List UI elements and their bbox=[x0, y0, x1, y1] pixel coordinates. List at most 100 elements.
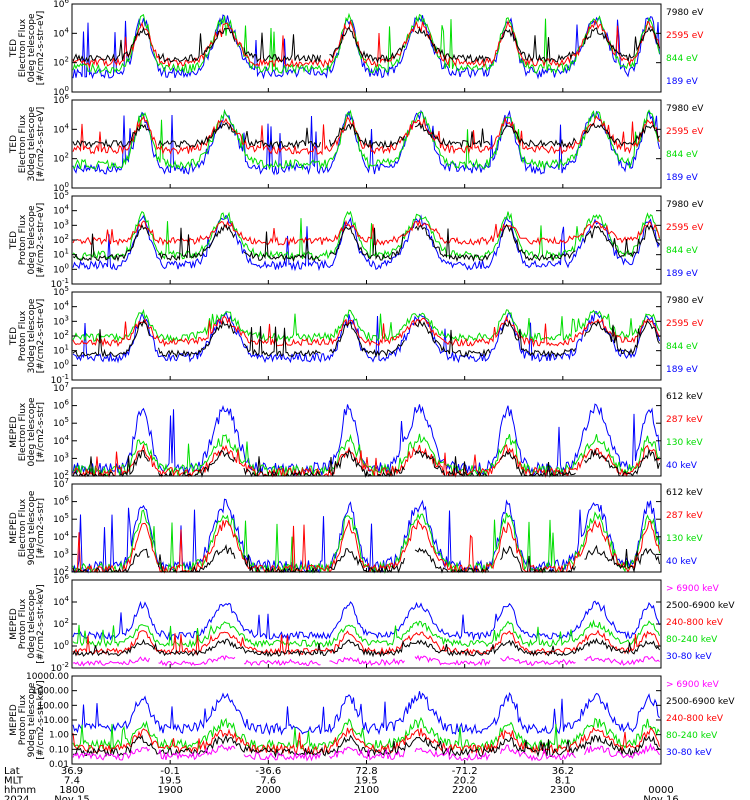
trace-189-ev bbox=[72, 310, 660, 364]
y-tick-label: 104 bbox=[53, 434, 69, 447]
legend-entry: 7980 eV bbox=[666, 104, 704, 114]
y-tick-label: 104 bbox=[53, 530, 69, 543]
y-axis-label: 30deg telescope bbox=[27, 106, 37, 181]
y-axis-label: MEPED bbox=[9, 608, 19, 640]
time-axis-value: 8.1 bbox=[555, 776, 571, 787]
y-tick-label: 10.00 bbox=[43, 716, 69, 726]
y-axis-label: Proton Flux bbox=[18, 310, 28, 361]
trace-2595-ev bbox=[72, 314, 660, 348]
y-tick-label: 103 bbox=[53, 218, 69, 231]
y-axis-label: 0deg telescope bbox=[27, 589, 37, 659]
legend-entry: 240-800 keV bbox=[666, 618, 724, 628]
time-axis-value: 36.9 bbox=[61, 766, 83, 777]
trace--6900-kev bbox=[72, 742, 660, 762]
y-axis-label: TED bbox=[9, 135, 19, 154]
y-tick-label: 103 bbox=[53, 547, 69, 560]
y-tick-label: 105 bbox=[53, 512, 69, 525]
y-axis-label: TED bbox=[9, 231, 19, 250]
y-tick-label: 101 bbox=[53, 344, 69, 357]
y-axis-label: Electron Flux bbox=[18, 402, 28, 461]
legend-entry: 130 keV bbox=[666, 438, 703, 448]
legend-entry: 189 eV bbox=[666, 77, 699, 87]
y-axis-label: MEPED bbox=[9, 416, 19, 448]
y-tick-label: 104 bbox=[53, 26, 69, 39]
legend-entry: 30-80 keV bbox=[666, 652, 712, 662]
y-axis-label: [#/cm2-s-str-eV] bbox=[36, 107, 46, 182]
time-axis-row-label: 2024 bbox=[4, 795, 29, 800]
legend-entry: 130 keV bbox=[666, 534, 703, 544]
y-tick-label: 1000.00 bbox=[32, 687, 69, 697]
y-tick-label: 102 bbox=[53, 617, 69, 630]
legend-entry: 189 eV bbox=[666, 173, 699, 183]
time-axis-value: -71.2 bbox=[452, 766, 478, 777]
y-tick-label: 100 bbox=[53, 358, 69, 371]
y-axis-label: [#/cm2-s-str-keV] bbox=[36, 680, 46, 759]
y-axis-label: Proton Flux bbox=[18, 214, 28, 265]
legend-entry: 844 eV bbox=[666, 246, 699, 256]
time-axis-value: 1800 bbox=[59, 785, 84, 796]
y-tick-label: 101 bbox=[53, 248, 69, 261]
trace-7980-ev bbox=[72, 223, 660, 263]
legend-entry: 30-80 keV bbox=[666, 748, 712, 758]
trace-2595-ev bbox=[72, 19, 660, 69]
time-axis-value: -0.1 bbox=[160, 766, 180, 777]
y-tick-label: 104 bbox=[53, 595, 69, 608]
trace-189-ev bbox=[72, 14, 660, 80]
legend-entry: 2595 eV bbox=[666, 223, 704, 233]
y-tick-label: 105 bbox=[53, 416, 69, 429]
y-tick-label: 106 bbox=[53, 399, 69, 412]
y-axis-label: Electron Flux bbox=[18, 18, 28, 77]
time-axis-value: Nov 16 bbox=[643, 795, 678, 800]
time-axis-value: 19.5 bbox=[355, 776, 377, 787]
trace-240-800-kev bbox=[72, 726, 660, 756]
y-tick-label: 100 bbox=[53, 262, 69, 275]
trace-189-ev bbox=[72, 214, 660, 272]
trace-30-80-kev bbox=[72, 691, 660, 736]
y-axis-label: 90deg telescope bbox=[27, 682, 37, 757]
y-tick-label: 106 bbox=[53, 0, 69, 10]
y-tick-label: 104 bbox=[53, 300, 69, 313]
trace-2500-6900-kev bbox=[72, 637, 660, 658]
legend-entry: 287 keV bbox=[666, 415, 703, 425]
legend-entry: 7980 eV bbox=[666, 8, 704, 18]
panel-frame bbox=[71, 579, 662, 669]
trace-80-240-kev bbox=[72, 619, 660, 649]
trace-287-kev bbox=[72, 518, 660, 574]
y-axis-label: Electron Flux bbox=[18, 114, 28, 173]
y-axis-label: 30deg telescope bbox=[27, 298, 37, 373]
trace-7980-ev bbox=[72, 26, 660, 64]
y-tick-label: 102 bbox=[53, 233, 69, 246]
time-axis-value: 7.6 bbox=[260, 776, 276, 787]
time-axis-row-label: hhmm bbox=[4, 785, 36, 796]
y-axis-label: TED bbox=[9, 39, 19, 58]
legend-entry: 2500-6900 keV bbox=[666, 697, 735, 707]
y-axis-label: 0deg telescope bbox=[27, 205, 37, 275]
trace-7980-ev bbox=[72, 121, 660, 150]
y-axis-label: 0deg telescope bbox=[27, 397, 37, 467]
y-axis-label: MEPED bbox=[9, 704, 19, 736]
time-axis-value: 2000 bbox=[256, 785, 281, 796]
legend-entry: 612 keV bbox=[666, 392, 703, 402]
y-axis-label: 90deg telescope bbox=[27, 490, 37, 565]
legend-entry: 7980 eV bbox=[666, 296, 704, 306]
trace-2500-6900-kev bbox=[72, 734, 660, 759]
panel-frame bbox=[71, 3, 662, 93]
time-axis-value: 72.8 bbox=[355, 766, 377, 777]
trace-844-ev bbox=[72, 308, 660, 343]
y-axis-label: 0deg telescope bbox=[27, 13, 37, 83]
y-axis-label: [#/cm2-s-str-keV] bbox=[36, 584, 46, 663]
y-axis-label: [#/cm2-s-str] bbox=[36, 402, 46, 462]
y-tick-label: 102 bbox=[53, 329, 69, 342]
time-axis-row-label: MLT bbox=[4, 776, 24, 787]
trace-287-kev bbox=[72, 443, 660, 478]
time-axis-row-label: Lat bbox=[4, 766, 20, 777]
time-axis-value: 36.2 bbox=[552, 766, 574, 777]
y-tick-label: 104 bbox=[53, 204, 69, 217]
y-tick-label: 106 bbox=[53, 495, 69, 508]
